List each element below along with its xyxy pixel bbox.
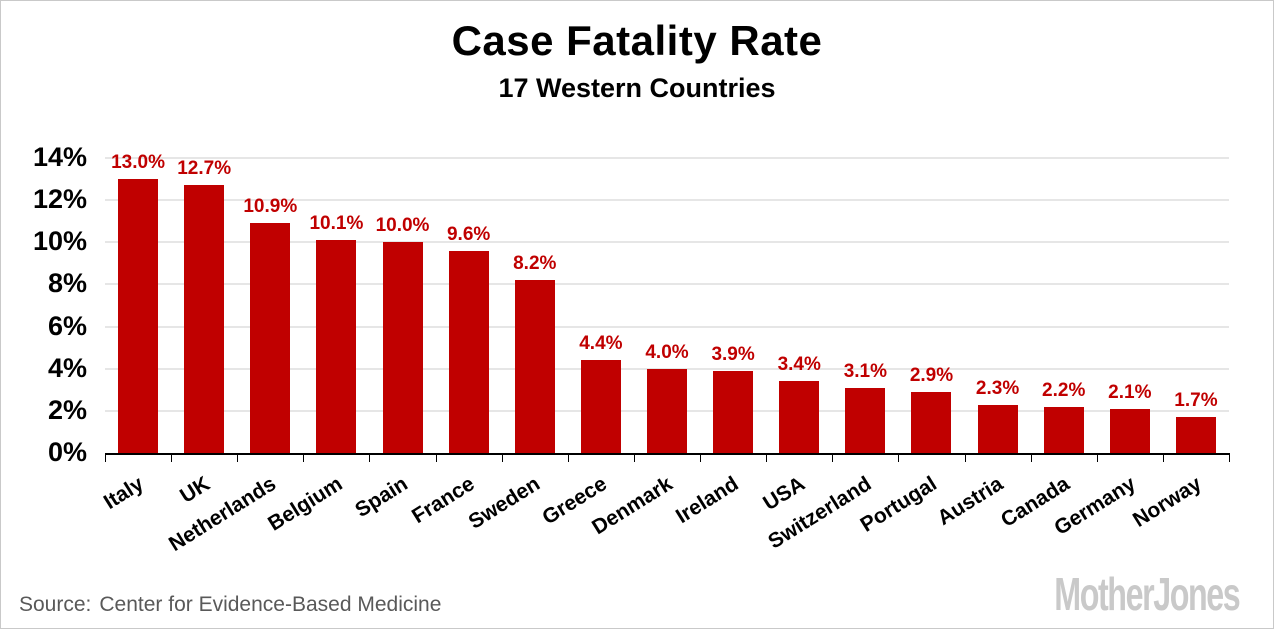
category-label: Spain: [351, 472, 413, 522]
source-label: Source:: [19, 593, 92, 616]
bar-value-label: 10.1%: [309, 213, 364, 235]
x-axis-tick: [700, 455, 702, 462]
x-axis-tick: [1229, 455, 1230, 462]
bar: [250, 223, 291, 453]
y-axis-tick-label: 0%: [47, 437, 87, 467]
source-text: Center for Evidence-Based Medicine: [99, 593, 442, 616]
x-axis-tick: [1162, 455, 1164, 462]
category-label: Italy: [99, 472, 148, 514]
y-axis-tick-label: 12%: [32, 184, 87, 215]
bar: [382, 242, 423, 453]
bar-value-label: 2.3%: [975, 377, 1020, 399]
bar-value-label: 10.9%: [243, 196, 298, 218]
chart-subtitle: 17 Western Countries: [498, 73, 776, 103]
motherjones-logo: MotherJones: [1054, 568, 1240, 620]
x-axis-tick: [1030, 455, 1032, 462]
gridline: [105, 157, 1229, 159]
bar: [580, 360, 621, 453]
bar-value-label: 2.2%: [1042, 379, 1086, 401]
category-label: Sweden: [464, 472, 545, 534]
y-axis-tick-label: 10%: [32, 226, 87, 257]
x-axis-tick: [105, 455, 106, 462]
bar: [118, 179, 159, 453]
bar-value-label: 4.4%: [579, 333, 623, 355]
bar-value-label: 9.6%: [446, 223, 491, 245]
x-axis-tick: [435, 455, 437, 462]
bar: [845, 387, 886, 453]
bar: [184, 185, 225, 453]
bar-value-label: 2.1%: [1108, 381, 1152, 403]
x-axis-tick: [369, 455, 371, 462]
category-label: Belgium: [263, 472, 347, 536]
bar-value-label: 1.7%: [1174, 390, 1218, 412]
bar: [1175, 417, 1216, 453]
bar-value-label: 3.9%: [711, 343, 755, 365]
x-axis-tick: [633, 455, 635, 462]
x-axis-tick: [171, 455, 173, 462]
bar-value-label: 10.0%: [375, 215, 430, 237]
y-axis-tick-label: 8%: [47, 268, 87, 299]
category-label: Austria: [933, 472, 1008, 531]
bar: [514, 280, 555, 453]
bar: [779, 381, 820, 453]
gridline: [105, 199, 1229, 202]
category-label: Norway: [1129, 472, 1206, 532]
bar: [647, 368, 687, 453]
bar-value-label: 3.4%: [777, 354, 821, 376]
x-axis-tick: [567, 455, 569, 462]
x-axis-tick: [1096, 455, 1098, 462]
bar: [1043, 406, 1084, 453]
chart-title: Case Fatality Rate: [451, 17, 823, 64]
bar-value-label: 4.0%: [645, 341, 689, 363]
bar-value-label: 8.2%: [513, 253, 557, 275]
bar: [316, 240, 357, 453]
bar: [448, 250, 489, 453]
source-note: Source: Center for Evidence-Based Medicin…: [19, 593, 441, 617]
bar-value-label: 13.0%: [111, 152, 165, 174]
y-axis-tick-label: 6%: [47, 310, 87, 341]
gridline: [105, 283, 1229, 286]
category-label: Ireland: [672, 472, 743, 529]
x-axis-tick: [303, 455, 305, 462]
bar: [911, 391, 952, 453]
bar-value-label: 3.1%: [843, 360, 887, 382]
y-axis-tick-label: 14%: [32, 142, 87, 172]
x-axis-tick: [237, 455, 239, 462]
gridline: [105, 325, 1229, 328]
y-axis-tick-label: 2%: [47, 394, 87, 425]
y-axis-tick-label: 4%: [47, 352, 87, 383]
bar: [713, 370, 754, 453]
x-axis-line: [105, 453, 1230, 455]
x-axis-tick: [964, 455, 966, 462]
bar-value-label: 12.7%: [177, 158, 232, 180]
category-label: USA: [759, 472, 809, 516]
x-axis-tick: [832, 455, 834, 462]
x-axis-tick: [766, 455, 768, 462]
bar: [977, 404, 1018, 453]
gridline: [105, 241, 1229, 244]
bar-value-label: 2.9%: [909, 364, 954, 386]
x-axis-tick: [501, 455, 503, 462]
bar: [1109, 408, 1150, 453]
x-axis-tick: [898, 455, 900, 462]
category-label: UK: [175, 472, 214, 508]
